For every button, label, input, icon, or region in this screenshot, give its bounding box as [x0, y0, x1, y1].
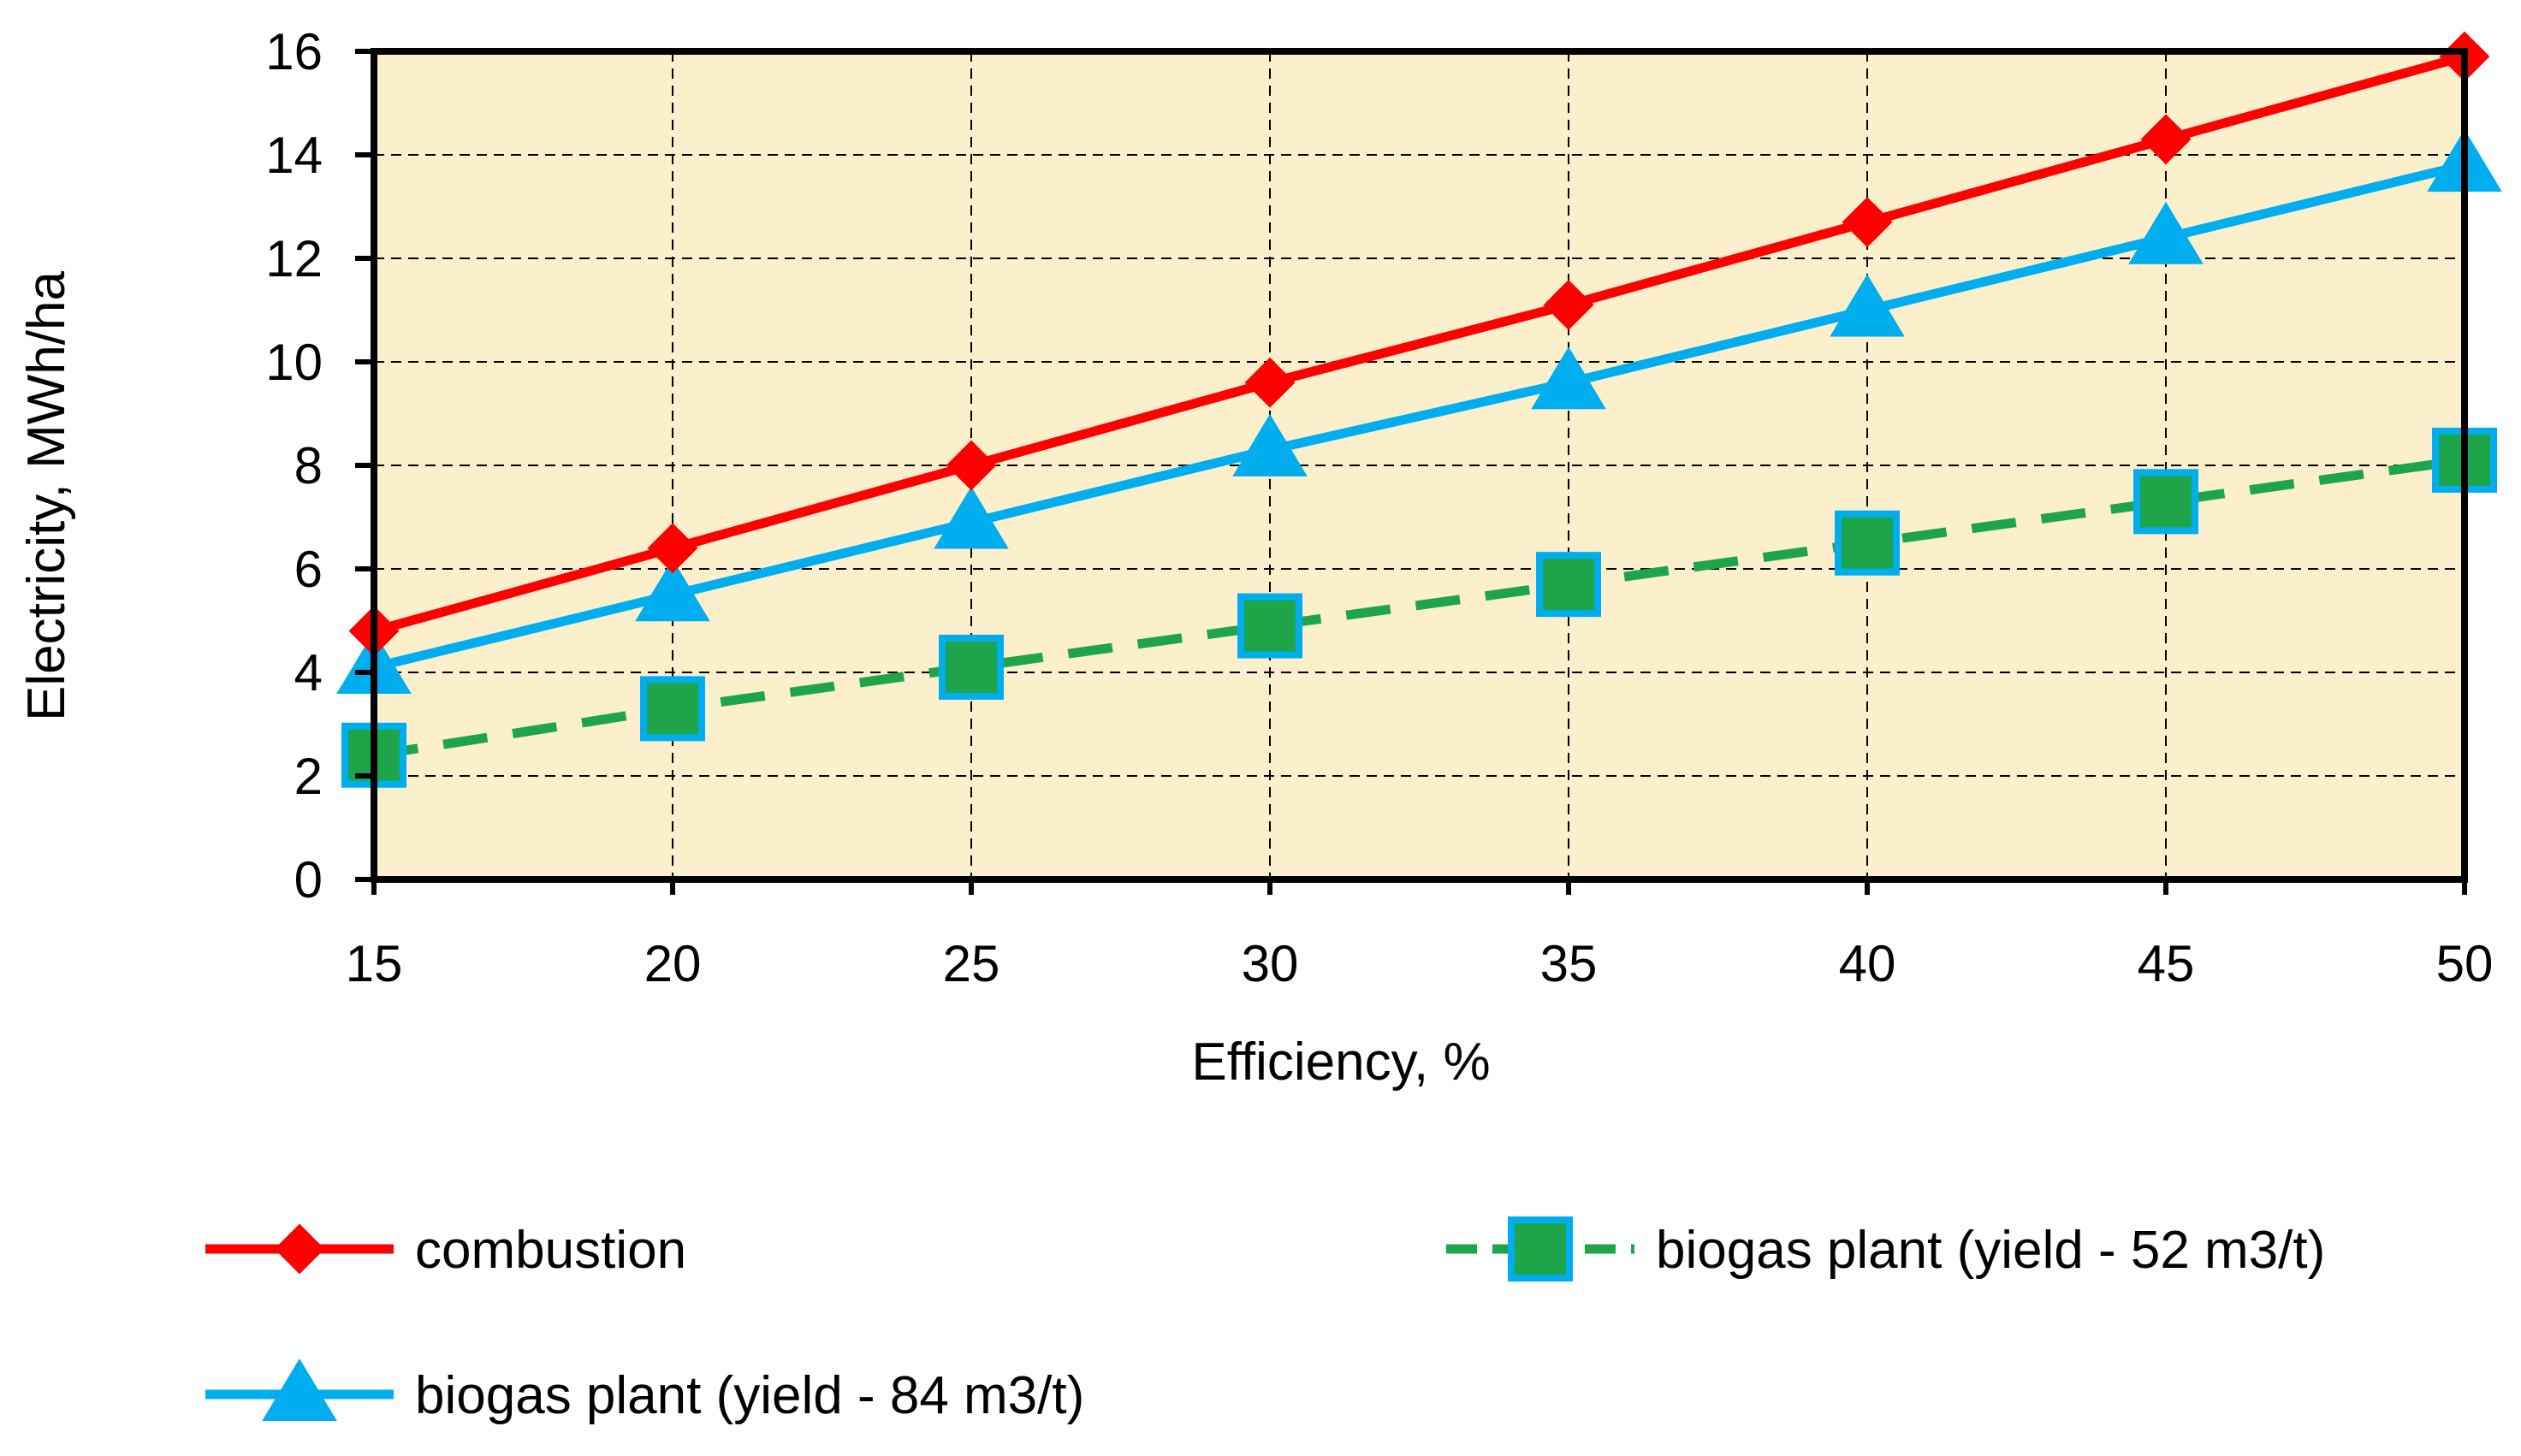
legend-label: combustion: [415, 1221, 686, 1280]
x-tick-label: 35: [1540, 935, 1598, 992]
y-tick-label: 10: [265, 334, 323, 391]
legend-item: combustion: [205, 1221, 686, 1280]
series-line-0: [372, 51, 2466, 636]
data-point-square: [2133, 469, 2198, 535]
data-point-diamond: [647, 523, 698, 574]
x-tick-label: 40: [1839, 935, 1896, 992]
y-tick-labels: 0 2 4 6 8 10 12 14 16: [265, 23, 323, 909]
x-tick-label: 45: [2138, 935, 2195, 992]
data-point-square: [1237, 593, 1302, 659]
data-point-diamond: [1543, 280, 1594, 330]
y-tick-label: 8: [294, 437, 323, 494]
series-lines: [372, 51, 2466, 761]
data-point-square: [1536, 552, 1601, 618]
y-tick-label: 4: [294, 644, 323, 701]
data-point-diamond: [1842, 197, 1893, 248]
data-point-triangle: [2128, 201, 2204, 264]
axis-ticks: [355, 49, 2467, 895]
series-line-2: [372, 160, 2466, 672]
legend-marker-diamond: [274, 1223, 325, 1275]
data-point-diamond: [946, 440, 997, 491]
y-tick-label: 12: [265, 230, 323, 287]
legend-label: biogas plant (yield - 84 m3/t): [415, 1366, 1084, 1425]
data-point-triangle: [635, 559, 710, 622]
x-axis-title: Efficiency, %: [1191, 1033, 1490, 1092]
series-markers: [336, 31, 2502, 788]
y-tick-label: 14: [265, 127, 323, 184]
y-tick-label: 0: [294, 851, 323, 909]
data-point-square: [939, 634, 1004, 700]
x-tick-label: 20: [644, 935, 702, 992]
legend-label: biogas plant (yield - 52 m3/t): [1656, 1221, 2325, 1280]
data-point-triangle: [1531, 346, 1606, 410]
data-point-diamond: [2140, 114, 2192, 165]
data-point-triangle: [1232, 413, 1308, 476]
x-tick-label: 50: [2436, 935, 2494, 992]
y-tick-label: 16: [265, 23, 323, 80]
y-tick-label: 6: [294, 541, 323, 598]
x-tick-label: 30: [1242, 935, 1299, 992]
data-point-triangle: [1830, 274, 1905, 337]
x-tick-labels: 15 20 25 30 35 40 45 50: [346, 935, 2494, 992]
legend-item: biogas plant (yield - 52 m3/t): [1446, 1216, 2325, 1281]
legend-marker-triangle: [262, 1358, 337, 1421]
x-tick-label: 25: [943, 935, 1000, 992]
data-point-diamond: [1244, 357, 1296, 408]
data-point-triangle: [934, 486, 1009, 549]
legend: combustion biogas plant (yield - 52 m3/t)…: [205, 1216, 2325, 1425]
x-tick-label: 15: [346, 935, 403, 992]
series-line-1: [373, 455, 2465, 761]
y-tick-label: 2: [294, 748, 323, 805]
data-point-square: [1835, 510, 1900, 576]
y-axis-title: Electricity, MWh/ha: [17, 271, 76, 721]
legend-item: biogas plant (yield - 84 m3/t): [205, 1358, 1084, 1425]
data-point-square: [640, 676, 705, 742]
legend-marker-square: [1508, 1216, 1573, 1281]
